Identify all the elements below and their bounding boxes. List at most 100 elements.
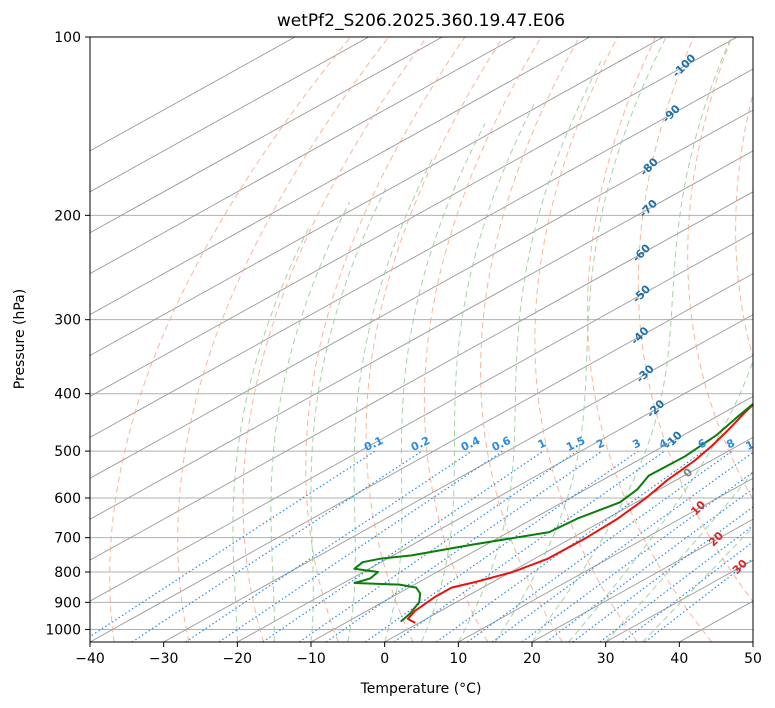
mixing-ratio-line [298, 450, 578, 642]
moist-adiabat [605, 471, 753, 642]
isotherm-line [531, 518, 753, 642]
y-tick-label: 200 [54, 208, 81, 224]
y-axis: 1000 900 800 700 600 500 400 300 200 100 [45, 30, 90, 638]
isotherm-label: -80 [638, 155, 661, 178]
dry-adiabat [637, 37, 753, 603]
x-tick-label: −20 [223, 651, 253, 667]
isotherm-label: 40 [751, 586, 771, 606]
mixing-ratio-line [364, 450, 639, 642]
y-tick-label: 600 [54, 491, 81, 507]
mixing-ratio-line [521, 471, 753, 642]
y-tick-label: 300 [54, 313, 81, 329]
y-tick-label: 1000 [45, 622, 81, 638]
dry-adiabat [735, 91, 753, 360]
x-tick-label: 10 [449, 651, 467, 667]
temperature-line [406, 403, 753, 624]
isotherm-line [90, 191, 753, 561]
isotherm-line [90, 37, 517, 275]
plot-area: 0.10.20.40.611.52346810131620253036-100-… [90, 37, 775, 642]
mixing-ratio-label: 8 [724, 436, 736, 451]
isotherm-line [90, 109, 753, 479]
plot-frame [89, 36, 754, 643]
isotherm-label: -50 [630, 282, 653, 305]
y-tick-label: 800 [54, 565, 81, 581]
isotherm-label: -20 [644, 397, 667, 420]
mixing-ratio-label: 13 [771, 435, 775, 453]
dry-adiabat [423, 37, 542, 642]
isotherm-label: -30 [634, 362, 657, 385]
moist-adiabat [347, 157, 434, 642]
x-tick-label: 50 [744, 651, 762, 667]
isotherm-label: -40 [628, 324, 651, 347]
isotherm-line [90, 232, 753, 602]
isotherm-line [752, 641, 753, 642]
mixing-ratio-line [262, 450, 544, 642]
dry-adiabat [177, 37, 389, 642]
x-tick-label: 20 [523, 651, 541, 667]
isotherm-line [90, 37, 369, 193]
dry-adiabat [305, 37, 466, 642]
x-tick-label: 40 [670, 651, 688, 667]
dry-adiabat [242, 37, 428, 642]
isotherm-label: -100 [670, 51, 699, 80]
mixing-ratio-lines [90, 450, 753, 642]
skewed-isotherms [90, 37, 753, 642]
isotherm-label: -60 [630, 241, 653, 264]
isotherm-line [237, 355, 753, 642]
dry-adiabat [480, 37, 580, 642]
mixing-ratio-label: 10 [744, 435, 764, 453]
moist-adiabat [494, 37, 667, 642]
mixing-ratio-line [218, 450, 504, 642]
mixing-ratio-line [393, 450, 666, 642]
mixing-ratio-label: 1 [536, 436, 548, 451]
x-axis: −40 −30 −20 −10 0 10 20 30 40 50 [75, 642, 762, 667]
mixing-ratio-line [131, 450, 423, 642]
mixing-ratio-line [467, 450, 733, 642]
moist-adiabat [310, 187, 387, 642]
y-tick-label: 100 [54, 30, 81, 46]
x-tick-label: −40 [75, 651, 105, 667]
x-tick-label: 0 [380, 651, 389, 667]
mixing-ratio-line [622, 541, 753, 642]
dewpoint-line [353, 402, 753, 623]
moist-adiabat [232, 227, 310, 642]
dry-adiabat [109, 37, 351, 642]
isotherm-label: -70 [637, 197, 660, 220]
mixing-ratio-line [325, 450, 603, 642]
profile-series [353, 402, 753, 624]
moist-adiabat [421, 104, 535, 642]
mixing-ratio-line [185, 450, 473, 642]
pressure-gridlines [90, 37, 753, 630]
x-axis-label: Temperature (°C) [360, 681, 482, 697]
mixing-ratio-label: 3 [630, 436, 642, 451]
isotherm-label: 10 [688, 498, 708, 518]
isotherm-line [90, 37, 443, 234]
isotherm-line [679, 600, 753, 642]
isotherm-line [90, 68, 753, 438]
dry-adiabat [534, 37, 638, 642]
isotherm-line [310, 395, 753, 642]
y-tick-label: 900 [54, 595, 81, 611]
dry-adiabat [687, 37, 753, 501]
y-tick-label: 500 [54, 444, 81, 460]
moist-adiabat [531, 37, 732, 642]
mixing-ratio-line [90, 450, 376, 638]
x-tick-label: −30 [149, 651, 179, 667]
mixing-ratio-line [491, 451, 753, 642]
mixing-ratio-line [599, 525, 753, 642]
isotherm-label: 20 [706, 529, 726, 549]
y-tick-label: 400 [54, 387, 81, 403]
moist-adiabat [457, 61, 602, 642]
x-tick-label: 30 [597, 651, 615, 667]
isotherm-line [90, 150, 753, 520]
dry-adiabat [586, 37, 713, 642]
isotherm-label: 0 [681, 465, 696, 480]
isotherm-line [90, 37, 590, 316]
y-tick-label: 700 [54, 531, 81, 547]
isotherm-line [384, 436, 753, 642]
isotherm-line [90, 37, 296, 152]
mixing-ratio-line [436, 450, 704, 642]
isotherm-label: 30 [730, 557, 750, 577]
